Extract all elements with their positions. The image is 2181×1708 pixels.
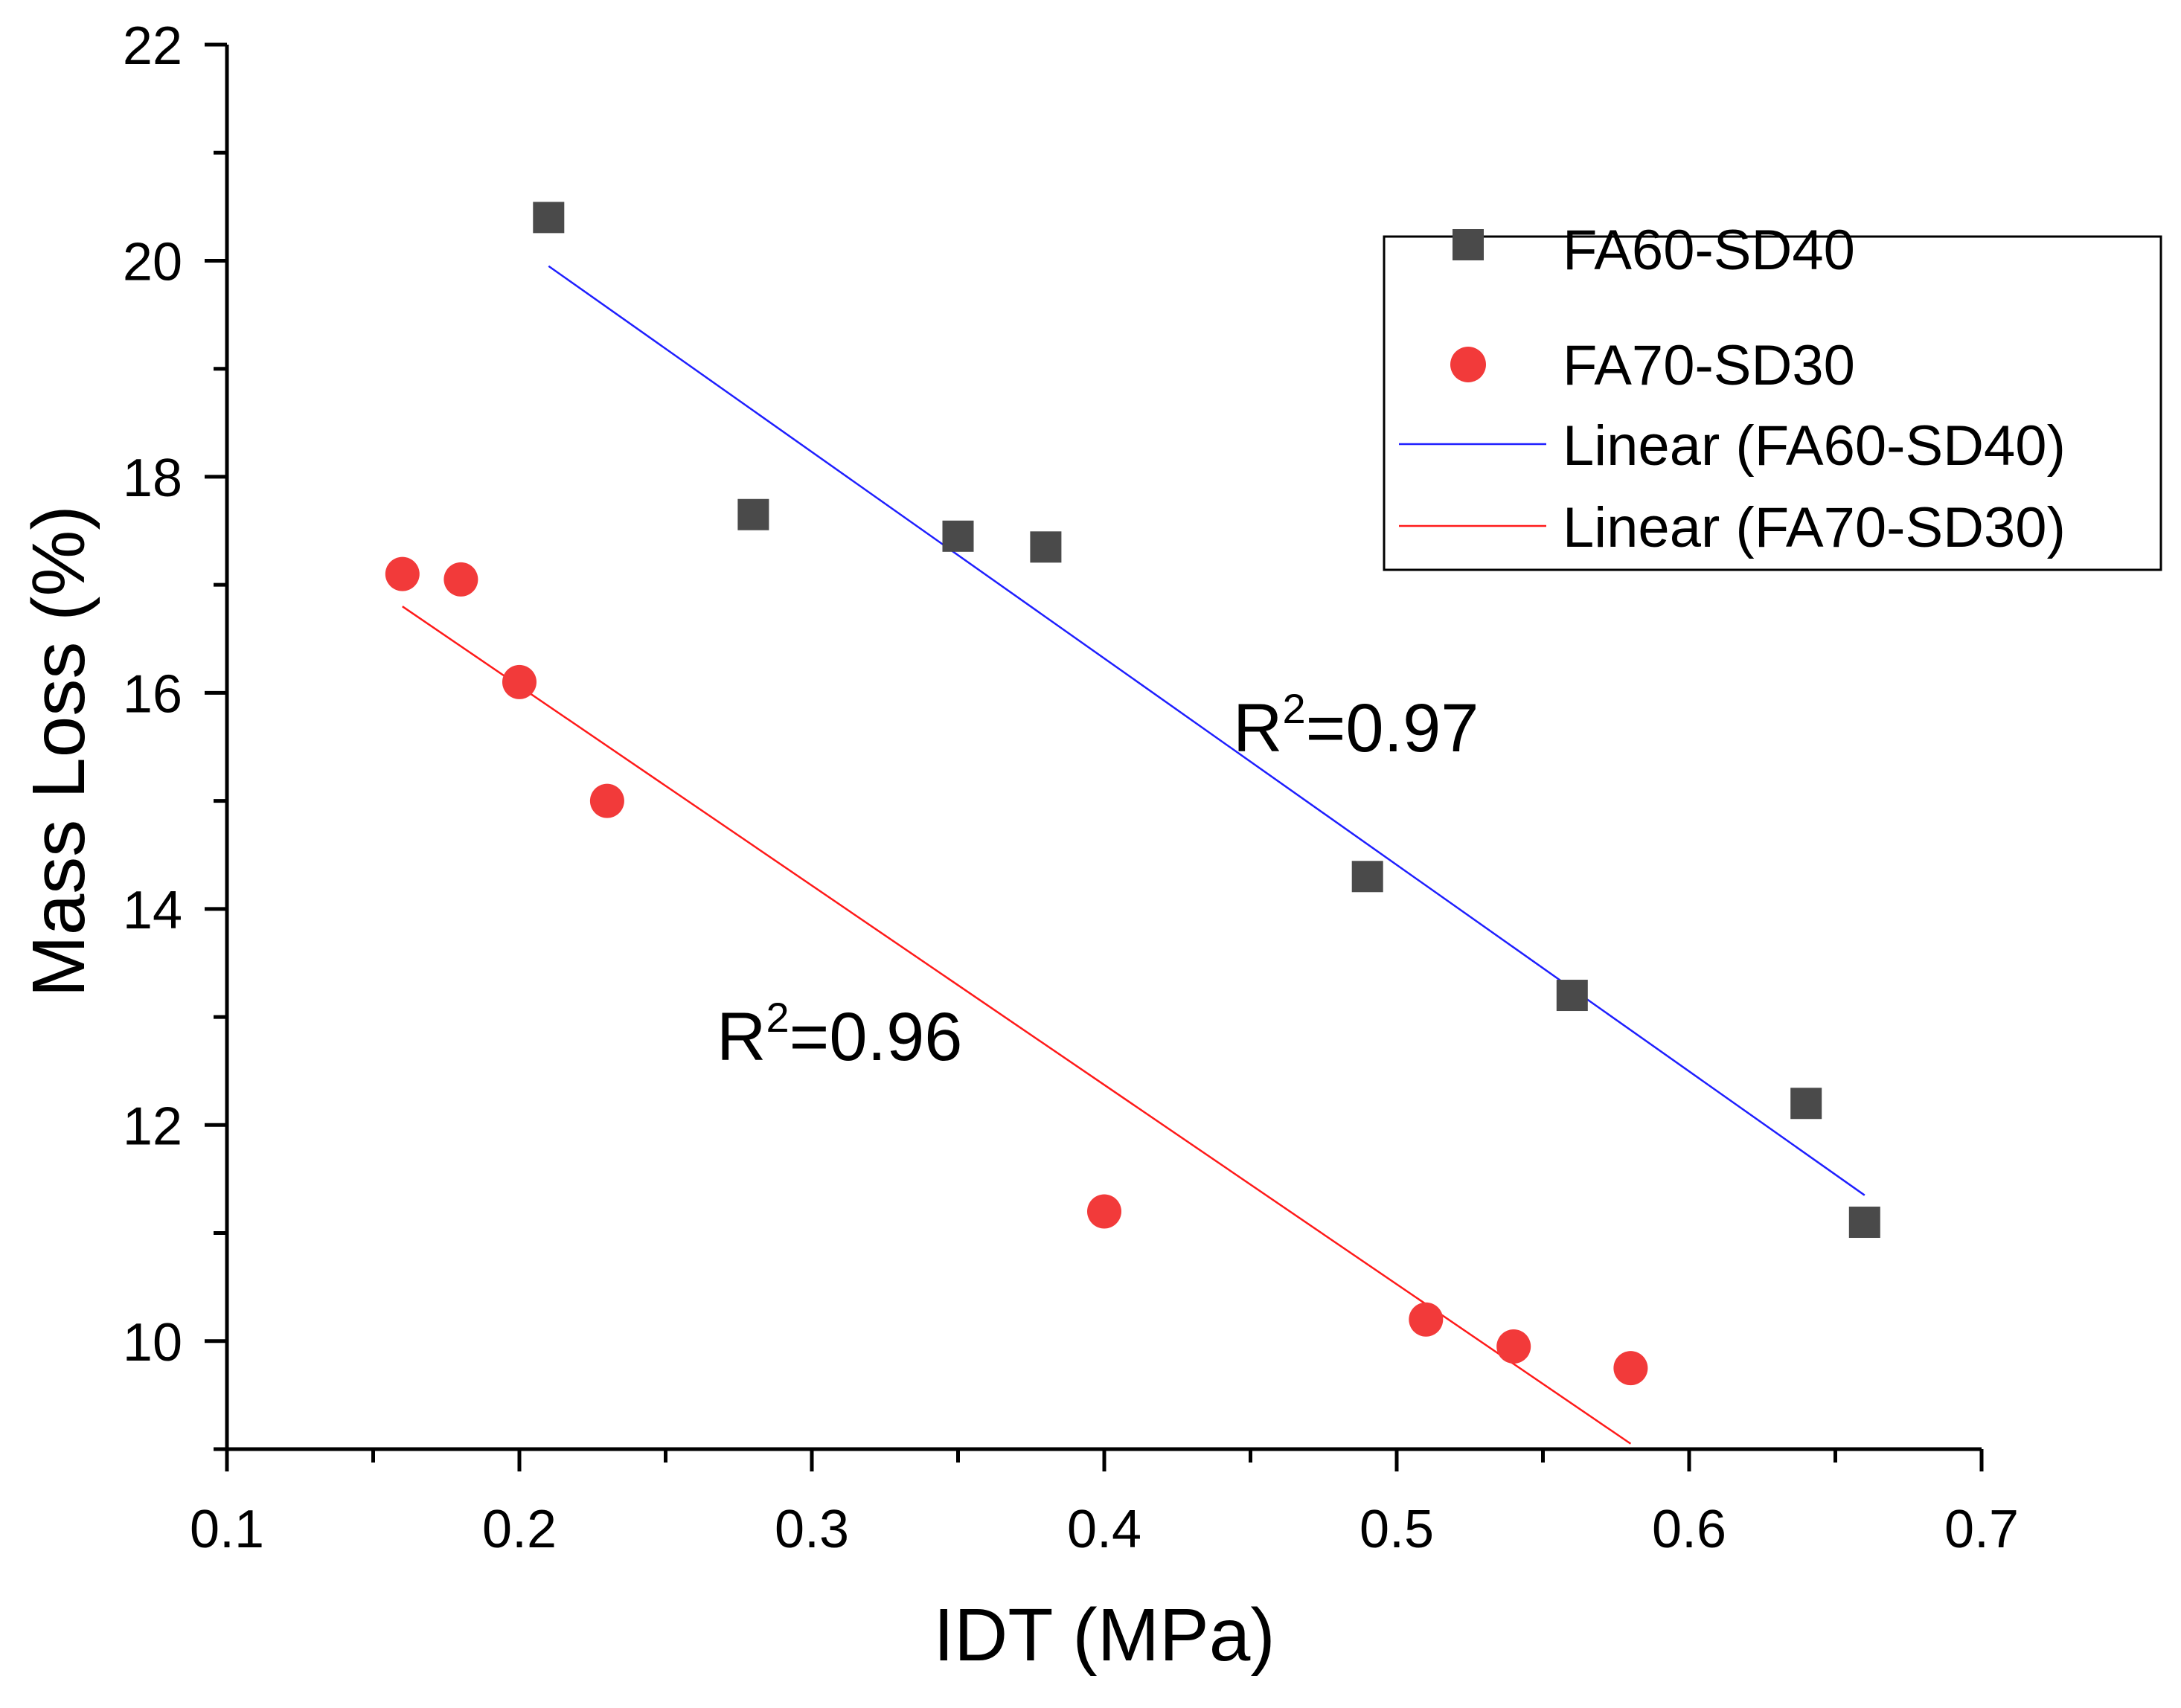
point-fa60-sd40	[737, 498, 769, 530]
x-tick-label: 0.2	[482, 1500, 557, 1559]
point-fa70-sd30	[502, 664, 537, 699]
y-tick-label: 10	[123, 1313, 182, 1372]
point-fa70-sd30	[1409, 1302, 1444, 1337]
r2-annotation-fa60: R2=0.97	[1233, 685, 1479, 766]
x-tick-label: 0.1	[190, 1500, 264, 1559]
legend-label-fa60-sd40: FA60-SD40	[1563, 219, 1855, 282]
y-tick-label: 16	[123, 664, 182, 724]
legend-label-linear-fa60: Linear (FA60-SD40)	[1563, 414, 2066, 478]
y-tick-label: 18	[123, 449, 182, 508]
y-ticks: 10 12 14 16 18 20 22	[123, 16, 227, 1451]
point-fa60-sd40	[1848, 1207, 1880, 1239]
point-fa70-sd30	[1613, 1351, 1648, 1386]
point-fa60-sd40	[1556, 980, 1588, 1012]
point-fa70-sd30	[385, 556, 420, 591]
legend-label-fa70-sd30: FA70-SD30	[1563, 334, 1855, 397]
legend-label-linear-fa70: Linear (FA70-SD30)	[1563, 496, 2066, 559]
r2-value: =0.96	[790, 999, 963, 1075]
y-tick-label: 20	[123, 232, 182, 292]
point-fa70-sd30	[443, 562, 478, 597]
point-fa70-sd30	[1087, 1194, 1121, 1229]
r2-superscript: 2	[766, 994, 789, 1041]
fit-line-fa60-sd40	[548, 265, 1865, 1196]
point-fa60-sd40	[1351, 861, 1383, 893]
y-tick-label: 14	[123, 881, 182, 940]
legend-marker-circle	[1450, 347, 1486, 382]
x-ticks: 0.1 0.2 0.3 0.4 0.5 0.6 0.7	[190, 1449, 2019, 1559]
point-fa70-sd30	[1496, 1329, 1531, 1364]
r2-value: =0.97	[1306, 690, 1479, 766]
x-tick-label: 0.5	[1359, 1500, 1434, 1559]
point-fa60-sd40	[942, 520, 974, 552]
point-fa60-sd40	[1030, 531, 1062, 563]
x-tick-label: 0.7	[1944, 1500, 2019, 1559]
x-tick-label: 0.3	[775, 1500, 849, 1559]
legend-frame	[1383, 235, 2162, 571]
x-tick-label: 0.4	[1067, 1500, 1141, 1559]
y-axis-title: Mass Loss (%)	[17, 505, 100, 997]
x-axis-title: IDT (MPa)	[933, 1593, 1275, 1677]
r2-prefix: R	[1233, 690, 1282, 766]
legend: FA60-SD40 FA70-SD30 Linear (FA60-SD40) L…	[1383, 219, 2162, 571]
r2-prefix: R	[717, 999, 766, 1075]
r2-annotation-fa70: R2=0.96	[717, 994, 962, 1075]
y-tick-label: 22	[123, 16, 182, 76]
point-fa60-sd40	[1790, 1088, 1822, 1120]
x-tick-label: 0.6	[1652, 1500, 1726, 1559]
y-tick-label: 12	[123, 1097, 182, 1156]
point-fa70-sd30	[589, 783, 624, 818]
r2-superscript: 2	[1282, 685, 1305, 732]
legend-marker-square	[1453, 229, 1484, 260]
point-fa60-sd40	[533, 202, 565, 234]
data-points	[385, 202, 1880, 1386]
